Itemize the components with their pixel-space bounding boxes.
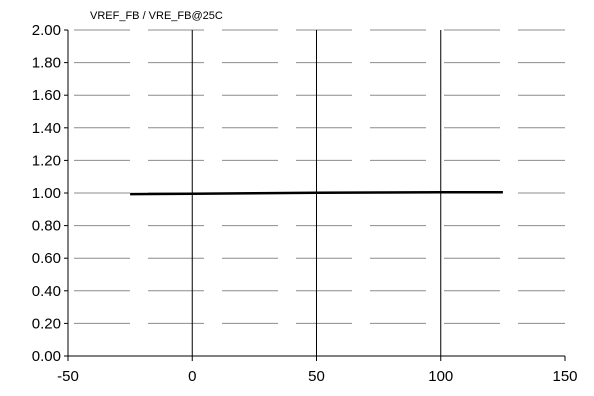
y-tick-label: 1.20: [32, 152, 61, 169]
y-tick-label: 1.80: [32, 55, 61, 72]
y-tick-label: 0.00: [32, 348, 61, 365]
x-tick-label: 0: [188, 368, 196, 385]
series-line: [130, 190, 503, 196]
y-tick-label: 1.60: [32, 87, 61, 104]
chart-title: VREF_FB / VRE_FB@25C: [90, 10, 223, 22]
y-tick-label: 2.00: [32, 22, 61, 39]
y-tick-label: 0.60: [32, 250, 61, 267]
x-tick-label: -50: [57, 368, 79, 385]
x-tick-label: 150: [552, 368, 577, 385]
y-tick-label: 0.40: [32, 283, 61, 300]
y-tick-label: 1.00: [32, 185, 61, 202]
x-tick-label: 100: [428, 368, 453, 385]
y-tick-label: 0.80: [32, 218, 61, 235]
x-tick-label: 50: [308, 368, 325, 385]
y-tick-label: 0.20: [32, 315, 61, 332]
y-tick-label: 1.40: [32, 120, 61, 137]
